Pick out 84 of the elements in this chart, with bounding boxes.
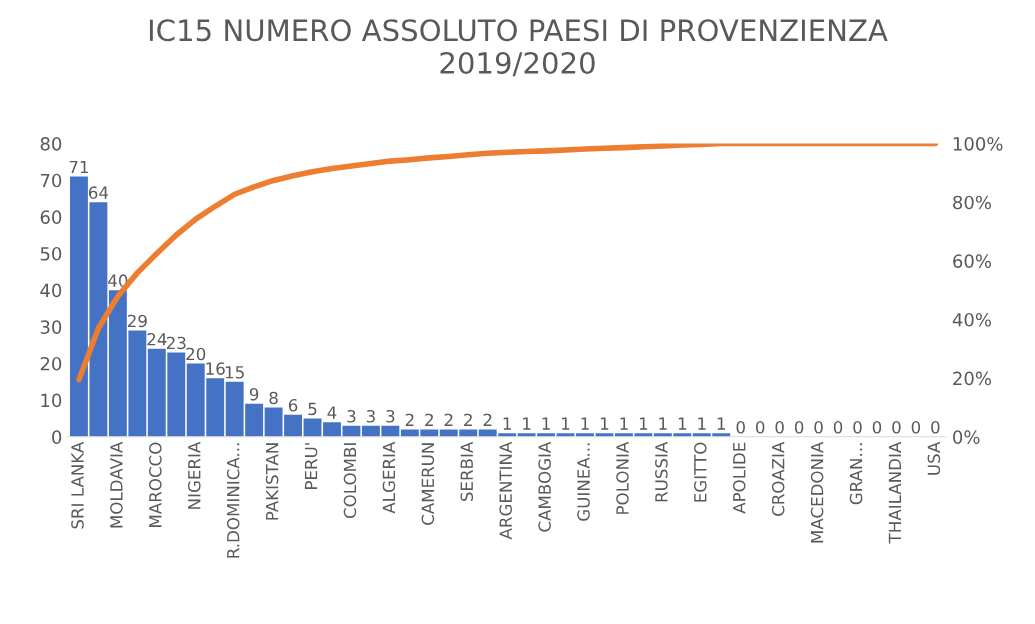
x-tick-label: SRI LANKA (71, 441, 84, 529)
data-label: 0 (931, 420, 940, 434)
y-tick-label: 60 (40, 210, 62, 224)
x-tick-label: COLOMBI (343, 443, 357, 519)
data-label: 2 (405, 413, 414, 426)
y-tick-label: 20 (40, 356, 62, 371)
x-tick-label: CAMERUN (421, 443, 435, 525)
data-label: 0 (736, 420, 745, 434)
x-tick-label: MACEDONIA (810, 441, 824, 543)
y2-tick-label: 40% (952, 312, 992, 327)
x-tick-label: GRAN... (849, 443, 863, 505)
x-tick-label: ALGERIA (382, 441, 396, 514)
x-tick-label: PAKISTAN (265, 443, 279, 520)
data-label: 1 (562, 417, 570, 430)
x-tick-label: MAROCCO (149, 442, 162, 527)
y-tick-label: 50 (40, 246, 62, 261)
x-tick-label: POLONIA (616, 441, 629, 514)
y-tick-label: 30 (40, 320, 62, 334)
data-label: 1 (639, 417, 648, 430)
x-tick-label: ARGENTINA (499, 441, 512, 540)
data-label: 2 (444, 413, 453, 426)
data-label: 6 (288, 398, 298, 412)
data-label: 0 (833, 420, 843, 434)
data-label: 29 (127, 314, 147, 328)
x-tick-label: MOLDAVIA (110, 441, 123, 528)
data-label: 0 (775, 420, 784, 434)
data-label: 2 (464, 413, 472, 426)
x-tick-label: R.DOMINICA... (226, 443, 240, 558)
x-tick-label: CROAZIA (771, 441, 785, 516)
y2-tick-label: 60% (953, 254, 992, 268)
x-tick-label: PERU' (304, 443, 318, 489)
x-tick-label: THAILANDIA (888, 441, 902, 544)
x-tick-label: RUSSIA (655, 441, 668, 502)
data-label: 2 (483, 413, 492, 426)
data-label: 0 (755, 420, 765, 434)
data-label: 4 (327, 406, 337, 419)
x-tick-label: SERBIA (460, 441, 474, 502)
x-tick-label: EGITTO (694, 442, 707, 502)
data-label: 8 (269, 391, 278, 405)
data-label: 1 (581, 417, 589, 430)
y-tick-label: 70 (40, 173, 62, 188)
data-label: 71 (69, 160, 89, 174)
data-label: 5 (308, 402, 317, 416)
data-label: 20 (186, 347, 206, 361)
data-label: 0 (911, 420, 921, 434)
y2-tick-label: 100% (953, 136, 1003, 151)
x-tick-label: GUINEA... (577, 443, 590, 521)
data-label: 1 (698, 417, 706, 430)
data-label: 0 (853, 420, 862, 434)
y-tick-label: 0 (52, 430, 62, 444)
data-label: 1 (678, 417, 687, 430)
data-label: 9 (249, 387, 259, 401)
data-label: 3 (347, 409, 356, 423)
y-tick-label: 80 (40, 136, 62, 151)
data-label: 15 (225, 366, 244, 379)
data-label: 1 (717, 417, 726, 430)
data-label: 1 (601, 417, 609, 430)
x-tick-label: CAMBOGIA (538, 441, 551, 532)
data-label: 23 (166, 336, 186, 350)
data-label: 16 (206, 362, 225, 375)
x-tick-label: APOLIDE (732, 442, 746, 514)
data-label: 1 (542, 417, 550, 430)
x-tick-label: USA (927, 441, 941, 475)
data-label: 3 (366, 409, 375, 423)
data-label: 0 (794, 420, 804, 434)
data-label: 1 (620, 417, 628, 430)
data-label: 0 (814, 420, 823, 434)
x-tick-label: NIGERIA (187, 441, 201, 509)
data-label: 64 (88, 186, 109, 199)
y-tick-label: 10 (41, 393, 62, 408)
data-label: 1 (523, 417, 531, 430)
y-tick-label: 40 (40, 283, 62, 298)
data-label: 2 (425, 413, 433, 426)
data-label: 0 (892, 420, 901, 434)
data-label: 3 (386, 409, 395, 423)
y2-tick-label: 0% (953, 430, 980, 444)
data-label: 0 (872, 420, 882, 434)
chart-title: IC15 NUMERO ASSOLUTO PAESI DI PROVENZIENZA 2019/2020 (149, 19, 888, 77)
bar (303, 418, 322, 437)
y2-tick-label: 20% (953, 371, 992, 386)
data-label: 1 (659, 417, 667, 430)
data-label: 1 (503, 417, 511, 430)
y2-tick-label: 80% (953, 195, 992, 210)
data-label: 24 (147, 332, 167, 346)
